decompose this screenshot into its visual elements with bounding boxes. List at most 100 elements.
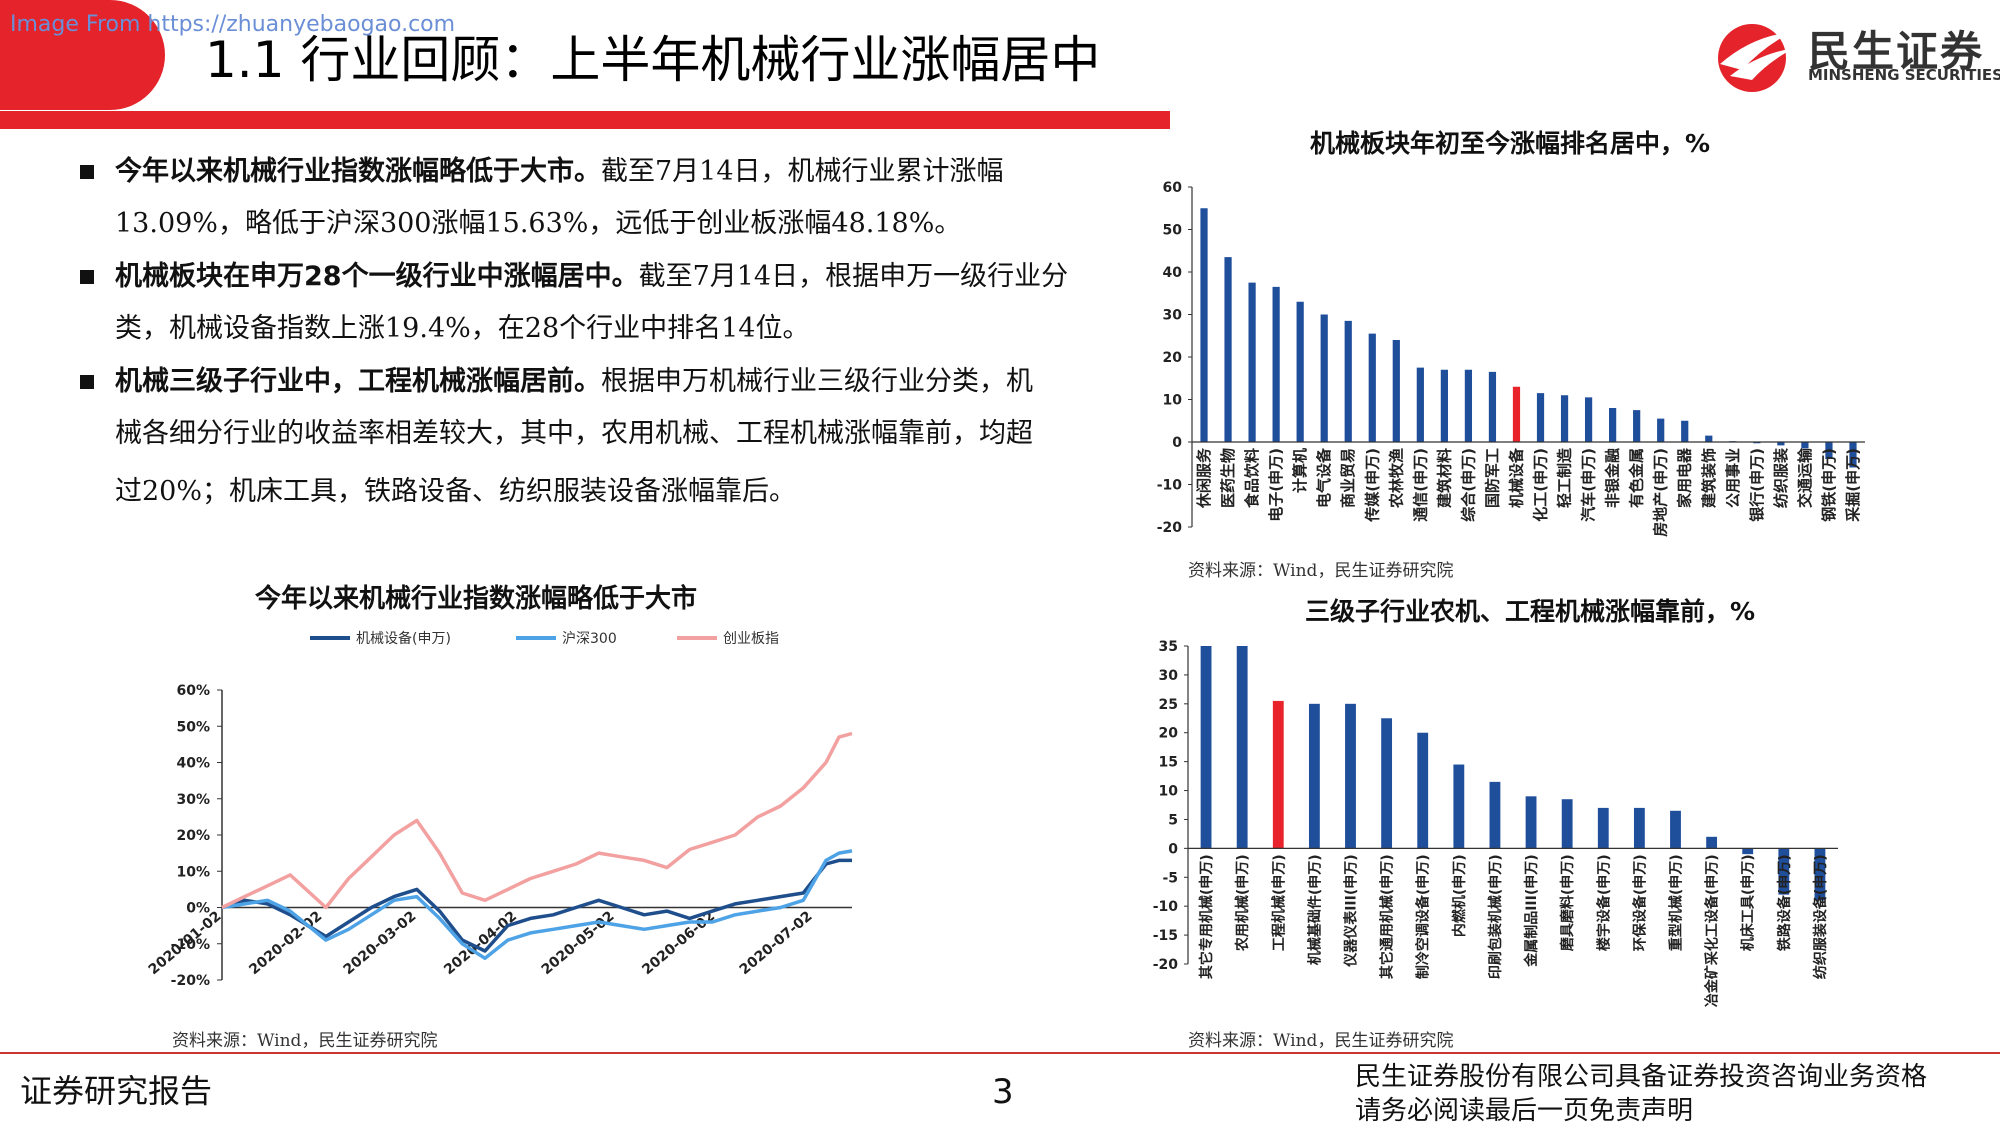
logo-english-name: MINSHENG SECURITIES <box>1808 66 2000 84</box>
x-tick-label: 食品饮料 <box>1243 448 1261 508</box>
x-tick-label: 机械设备 <box>1507 447 1525 508</box>
bar <box>1417 733 1428 849</box>
x-tick-label: 铁路设备(申万) <box>1776 854 1793 951</box>
footer-disclaimer: 请务必阅读最后一页免责声明 <box>1355 1090 1693 1127</box>
y-tick-label: 30 <box>1159 668 1179 684</box>
x-tick-label: 2020-01-02 <box>146 908 225 978</box>
x-tick-label: 银行(申万) <box>1748 448 1766 522</box>
y-tick-label: 60% <box>176 683 210 699</box>
x-tick-label: 采掘(申万) <box>1844 448 1862 523</box>
bar <box>1273 701 1284 848</box>
x-tick-label: 农林牧渔 <box>1387 448 1405 509</box>
footer-qualification: 民生证券股份有限公司具备证券投资咨询业务资格 <box>1355 1056 1927 1093</box>
bar <box>1321 315 1328 443</box>
bar <box>1706 837 1717 849</box>
bar <box>1273 287 1280 442</box>
bar <box>1526 796 1537 848</box>
x-tick-label: 纺织服装设备(申万) <box>1812 854 1829 979</box>
x-tick-label: 钢铁(申万) <box>1820 448 1838 522</box>
x-tick-label: 冶金矿采化工设备(申万) <box>1704 854 1721 1007</box>
bar <box>1561 395 1568 442</box>
y-tick-label: 5 <box>1168 812 1178 828</box>
bullet-3-line-1: 机械三级子行业中，工程机械涨幅居前。根据申万机械行业三级行业分类，机 <box>115 356 1033 408</box>
y-tick-label: 15 <box>1159 755 1178 771</box>
bar <box>1489 372 1496 442</box>
x-tick-label: 机械基础件(申万) <box>1306 854 1323 965</box>
line-chart-title: 今年以来机械行业指数涨幅略低于大市 <box>255 578 697 615</box>
x-tick-label: 制冷空调设备(申万) <box>1415 854 1432 979</box>
series-line <box>222 860 852 951</box>
bullet-1-line-1: 今年以来机械行业指数涨幅略低于大市。截至7月14日，机械行业累计涨幅 <box>115 146 1004 198</box>
x-tick-label: 纺织服装 <box>1772 447 1790 508</box>
y-tick-label: 30% <box>176 792 210 808</box>
y-tick-label: 40% <box>176 756 210 772</box>
x-tick-label: 机床工具(申万) <box>1740 854 1757 951</box>
x-tick-label: 传媒(申万) <box>1363 448 1381 523</box>
series-line <box>222 851 852 958</box>
legend-label: 创业板指 <box>723 631 779 647</box>
x-tick-label: 汽车(申万) <box>1580 448 1598 522</box>
x-tick-label: 磨具磨料(申万) <box>1559 854 1576 951</box>
x-tick-label: 交通运输 <box>1796 447 1814 508</box>
bar <box>1345 321 1352 442</box>
bullet-2-headline: 机械板块在申万28个一级行业中涨幅居中。 <box>115 261 639 292</box>
bar-chart-2: -20 -15 -10 -5 0 5 10 15 20 25 30 35 其它专用机械(申万) 农用机械(… <box>1130 634 1890 1026</box>
x-tick-label: 其它通用机械(申万) <box>1379 854 1396 979</box>
x-tick-label: 公用事业 <box>1724 448 1742 508</box>
bullet-1-text-1: 截至7月14日，机械行业累计涨幅 <box>601 156 1004 187</box>
bar <box>1681 421 1688 442</box>
bar <box>1490 782 1501 848</box>
x-tick-label: 2020-05-02 <box>539 908 618 978</box>
x-tick-label: 休闲服务 <box>1195 447 1213 509</box>
bar <box>1513 387 1520 442</box>
legend-label: 机械设备(申万) <box>356 630 451 647</box>
bullet-2-text-1: 截至7月14日，根据申万一级行业分 <box>639 261 1069 292</box>
y-tick-label: -10 <box>1157 478 1183 494</box>
x-tick-label: 电子(申万) <box>1267 448 1285 522</box>
bar <box>1441 370 1448 442</box>
x-tick-label: 仪器仪表III(申万) <box>1343 854 1360 967</box>
x-tick-label: 医药生物 <box>1219 448 1237 508</box>
bar <box>1369 334 1376 442</box>
footer-report-type: 证券研究报告 <box>20 1066 212 1112</box>
bullet-3-line-3: 过20%；机床工具，铁路设备、纺织服装设备涨幅靠后。 <box>115 466 796 518</box>
bar <box>1393 340 1400 442</box>
y-tick-label: 60 <box>1163 180 1183 196</box>
bar-chart-2-title: 三级子行业农机、工程机械涨幅靠前，% <box>1305 592 1755 628</box>
y-tick-label: -10 <box>1153 899 1179 915</box>
bar <box>1670 811 1681 849</box>
bar <box>1598 808 1609 848</box>
y-tick-label: 50% <box>176 719 210 735</box>
line-chart: 机械设备(申万) 沪深300 创业板指 -20% -10% 0% 10% 20% 30% 40% 5… <box>140 625 880 1005</box>
bullet-2-line-2: 类，机械设备指数上涨19.4%，在28个行业中排名14位。 <box>115 303 809 355</box>
y-tick-label: 35 <box>1159 639 1178 655</box>
line-chart-source: 资料来源：Wind，民生证券研究院 <box>172 1026 437 1051</box>
page-title: 1.1 行业回顾：上半年机械行业涨幅居中 <box>205 20 1100 92</box>
y-tick-label: 10 <box>1159 784 1179 800</box>
bar <box>1381 718 1392 848</box>
y-tick-label: -15 <box>1153 928 1178 944</box>
x-tick-label: 家用电器 <box>1676 447 1694 508</box>
x-tick-label: 国防军工 <box>1483 448 1501 508</box>
x-tick-label: 计算机 <box>1291 448 1309 493</box>
bar-chart-1-source: 资料来源：Wind，民生证券研究院 <box>1188 556 1453 581</box>
x-tick-label: 通信(申万) <box>1411 448 1429 522</box>
page-number: 3 <box>992 1072 1014 1112</box>
bullet-square-icon <box>80 375 94 389</box>
bar-chart-2-source: 资料来源：Wind，民生证券研究院 <box>1188 1026 1453 1051</box>
bar <box>1742 848 1753 854</box>
bar <box>1453 765 1464 849</box>
x-tick-label: 房地产(申万) <box>1652 448 1670 537</box>
bar <box>1633 410 1640 442</box>
x-tick-label: 环保设备(申万) <box>1631 854 1648 951</box>
bullet-square-icon <box>80 270 94 284</box>
y-tick-label: 20 <box>1159 726 1179 742</box>
y-tick-label: -20% <box>171 973 210 989</box>
x-tick-label: 非银金融 <box>1604 448 1622 508</box>
x-tick-label: 楼宇设备(申万) <box>1595 854 1612 951</box>
bar <box>1465 370 1472 442</box>
y-tick-label: 20 <box>1163 350 1183 366</box>
series-line <box>222 734 852 908</box>
bar <box>1200 208 1207 442</box>
x-tick-label: 建筑装饰 <box>1700 448 1718 508</box>
